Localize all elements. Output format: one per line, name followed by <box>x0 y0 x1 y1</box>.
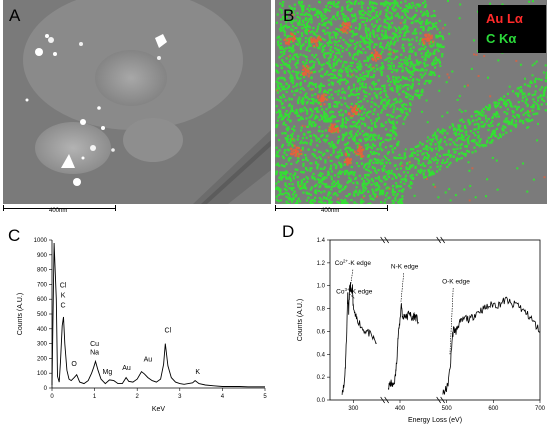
peak-label: Au <box>122 365 131 372</box>
panel-c-label: C <box>8 226 21 245</box>
x-tick-label: 3 <box>178 394 182 400</box>
stem-image-panel: A <box>3 0 271 204</box>
x-tick-label: 1 <box>93 394 97 400</box>
map-legend: Au Lα C Kα <box>478 5 546 53</box>
y-tick-label: 1.4 <box>317 238 326 244</box>
x-tick-label: 500 <box>442 406 453 412</box>
y-tick-label: 600 <box>37 297 48 303</box>
stem-image <box>3 0 271 204</box>
eels-edge-line <box>387 303 419 390</box>
peak-label: K <box>195 369 200 376</box>
axis-break <box>436 236 441 244</box>
x-tick-label: 2 <box>136 394 140 400</box>
plot-frame <box>329 239 541 401</box>
y-axis-label: Counts (A.U.) <box>17 293 24 335</box>
peak-label: C <box>61 302 66 309</box>
x-tick-label: 300 <box>348 406 359 412</box>
panel-a-label: A <box>9 6 21 25</box>
axis-break <box>380 236 385 244</box>
peak-label: Cl <box>60 282 67 289</box>
peak-label: O <box>71 361 77 368</box>
y-tick-label: 400 <box>37 327 48 333</box>
panel-a-scale-label: 400nm <box>49 208 68 214</box>
edge-label: O-K edge <box>442 278 470 285</box>
edge-arrow <box>449 287 454 355</box>
eels-edge-line <box>341 282 377 395</box>
peak-label: Cl <box>165 328 172 335</box>
y-tick-label: 0.8 <box>317 307 326 313</box>
peak-label: Au <box>144 356 153 363</box>
peak-label: Cu <box>90 341 99 348</box>
gold-signal-clusters <box>276 14 546 202</box>
edge-label: Co3+-K edge <box>336 287 373 296</box>
axis-break <box>380 396 385 404</box>
x-tick-label: 700 <box>535 406 546 412</box>
spectrum-line <box>51 242 265 388</box>
axis-break <box>440 236 445 244</box>
y-tick-label: 800 <box>37 268 48 274</box>
y-tick-label: 1.2 <box>317 261 326 267</box>
y-tick-label: 100 <box>37 371 48 377</box>
y-tick-label: 1000 <box>34 238 48 244</box>
peak-label: Mg <box>103 369 113 376</box>
y-tick-label: 1.0 <box>317 284 326 290</box>
y-tick-label: 200 <box>37 356 48 362</box>
edx-spectrum-chart: 0 100 200 300 400 500 600 700 800 900 1000 0 1 2 3 4 5 Ke… <box>17 238 267 413</box>
x-tick-label: 400 <box>395 406 406 412</box>
y-tick-label: 700 <box>37 282 48 288</box>
peak-label: Na <box>90 350 99 357</box>
y-tick-label: 500 <box>37 312 48 318</box>
legend-c: C Kα <box>486 31 517 46</box>
x-tick-label: 0 <box>50 394 54 400</box>
panel-a-scale-bar <box>3 208 116 209</box>
peak-label: K <box>61 293 66 300</box>
y-axis-label: Counts (A.U.) <box>297 299 304 341</box>
legend-au: Au Lα <box>486 11 523 26</box>
carbon-signal-dots <box>275 0 547 204</box>
panel-b-scale-label: 400nm <box>321 208 340 214</box>
eels-edge-line <box>442 296 541 395</box>
x-tick-label: 5 <box>263 394 267 400</box>
axis-break <box>384 236 389 244</box>
edge-label: N-K edge <box>391 264 419 271</box>
eels-spectrum-chart: 0.0 0.2 0.4 0.6 0.8 1.0 1.2 1.4 300 400 500 600 700 E… <box>297 236 546 424</box>
y-tick-label: 0 <box>44 386 48 392</box>
axis-break <box>384 396 389 404</box>
x-axis-label: Energy Loss (eV) <box>408 417 462 424</box>
x-tick-label: 600 <box>488 406 499 412</box>
y-tick-label: 0.6 <box>317 329 326 335</box>
edge-arrow <box>348 293 355 299</box>
edge-arrow <box>350 269 354 286</box>
axis-break <box>440 396 445 404</box>
edge-arrow <box>400 273 405 302</box>
y-tick-label: 0.4 <box>317 352 326 358</box>
panel-b-scale-bar <box>275 208 388 209</box>
edge-label: Co2+-K edge <box>335 259 372 268</box>
panel-d-label: D <box>282 222 295 241</box>
x-tick-label: 4 <box>221 394 225 400</box>
y-tick-label: 300 <box>37 342 48 348</box>
y-tick-label: 0.0 <box>317 398 326 404</box>
axis-break <box>436 396 441 404</box>
x-axis-label: KeV <box>152 406 166 413</box>
panel-b-label: B <box>283 6 295 25</box>
y-tick-label: 0.2 <box>317 375 326 381</box>
y-tick-label: 900 <box>37 253 48 259</box>
